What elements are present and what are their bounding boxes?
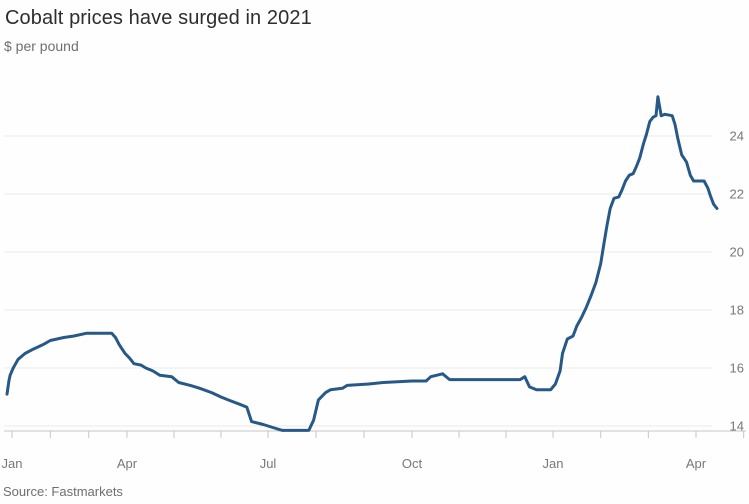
source-attribution: Source: Fastmarkets <box>3 484 123 499</box>
price-line <box>5 95 719 432</box>
chart-title: Cobalt prices have surged in 2021 <box>5 7 312 29</box>
x-tick-label: Apr <box>686 456 707 471</box>
y-tick-label: 18 <box>730 303 744 318</box>
x-tick-label: Jul <box>260 456 277 471</box>
chart-unit-label: $ per pound <box>4 38 79 54</box>
y-tick-label: 16 <box>730 361 744 376</box>
x-tick-label: Jan <box>543 456 564 471</box>
y-tick-label: 20 <box>730 245 744 260</box>
x-tick-label: Oct <box>402 456 423 471</box>
y-tick-label: 24 <box>730 129 744 144</box>
y-tick-label: 22 <box>730 187 744 202</box>
x-tick-label: Jan <box>2 456 23 471</box>
y-tick-label: 14 <box>730 419 744 434</box>
x-tick-label: Apr <box>117 456 138 471</box>
